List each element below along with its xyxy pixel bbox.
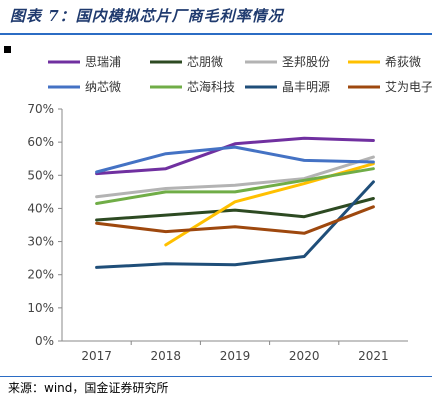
title-divider bbox=[0, 33, 432, 35]
x-tick-label: 2019 bbox=[220, 349, 251, 363]
y-tick-label: 10% bbox=[27, 301, 54, 315]
figure-title: 图表 7：国内模拟芯片厂商毛利率情况 bbox=[10, 7, 284, 25]
series-line-7 bbox=[95, 180, 375, 269]
series-line-1 bbox=[95, 136, 375, 176]
series-line-3 bbox=[95, 155, 375, 199]
source-note: 来源：wind，国金证券研究所 bbox=[8, 381, 169, 395]
y-tick-label: 20% bbox=[27, 268, 54, 282]
legend-label-7: 晶丰明源 bbox=[282, 80, 330, 94]
chart-series bbox=[95, 136, 375, 269]
legend-label-6: 芯海科技 bbox=[187, 79, 235, 94]
legend-label-3: 圣邦股份 bbox=[282, 55, 330, 69]
legend-label-8: 艾为电子 bbox=[385, 80, 432, 94]
legend-label-2: 芯朋微 bbox=[187, 55, 223, 69]
y-tick-label: 50% bbox=[27, 168, 54, 182]
x-tick-label: 2020 bbox=[289, 349, 320, 363]
chart-axes: 0% 10% 20% 30% 40% 50% 60% 70% 2017 2018 2019 2020 2… bbox=[27, 102, 408, 363]
legend-label-1: 思瑞浦 bbox=[85, 55, 121, 69]
source-divider bbox=[0, 376, 432, 377]
series-line-6 bbox=[95, 167, 375, 205]
series-line-4 bbox=[164, 162, 375, 247]
y-tick-label: 0% bbox=[35, 334, 54, 348]
y-tick-label: 60% bbox=[27, 135, 54, 149]
series-line-8 bbox=[95, 205, 375, 235]
y-tick-label: 70% bbox=[27, 102, 54, 116]
x-tick-label: 2021 bbox=[358, 349, 389, 363]
x-tick-label: 2017 bbox=[81, 349, 112, 363]
legend-label-5: 纳芯微 bbox=[85, 80, 121, 94]
bullet-marker bbox=[4, 46, 11, 53]
y-tick-label: 30% bbox=[27, 235, 54, 249]
legend-label-4: 希荻微 bbox=[385, 54, 421, 69]
y-tick-label: 40% bbox=[27, 201, 54, 215]
x-tick-label: 2018 bbox=[151, 349, 182, 363]
series-line-5 bbox=[95, 145, 375, 174]
series-line-2 bbox=[95, 197, 375, 222]
